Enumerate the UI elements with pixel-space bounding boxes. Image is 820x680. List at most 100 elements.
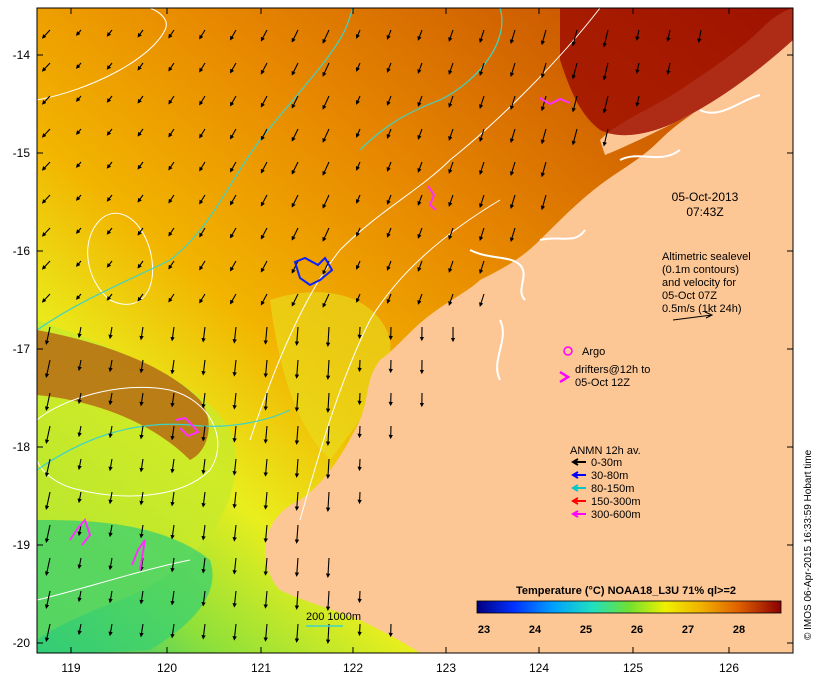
velocity-arrow xyxy=(199,128,206,139)
velocity-arrow xyxy=(448,95,454,108)
velocity-arrow xyxy=(571,62,578,80)
velocity-arrow xyxy=(139,359,144,374)
velocity-arrow xyxy=(232,491,237,509)
velocity-arrow xyxy=(448,29,454,42)
velocity-arrow xyxy=(417,260,423,272)
velocity-arrow xyxy=(322,29,330,44)
isobath-1000m xyxy=(36,409,291,471)
velocity-arrow xyxy=(291,62,299,76)
time-label: 07:43Z xyxy=(686,205,723,219)
velocity-arrow xyxy=(201,623,206,640)
velocity-arrow xyxy=(108,326,113,340)
colorbar-tick-label: 24 xyxy=(529,624,542,636)
colorbar-tick-label: 27 xyxy=(682,624,694,636)
velocity-arrow xyxy=(260,62,268,75)
velocity-arrow xyxy=(540,62,547,79)
y-tick-label: -20 xyxy=(13,636,31,650)
velocity-arrow xyxy=(75,161,82,168)
anmn-arrowhead-icon xyxy=(571,484,579,492)
velocity-arrow xyxy=(448,260,454,273)
velocity-arrow xyxy=(41,260,51,270)
velocity-arrow xyxy=(137,293,144,302)
velocity-arrow xyxy=(325,326,331,348)
velocity-arrow xyxy=(137,95,144,104)
anmn-legend: ANMN 12h av. 0-30m30-80m80-150m150-300m3… xyxy=(570,445,641,521)
velocity-arrow xyxy=(417,227,423,239)
velocity-arrow xyxy=(509,62,516,78)
velocity-arrow xyxy=(230,260,237,272)
velocity-arrow xyxy=(75,128,82,135)
velocity-arrow xyxy=(325,557,331,579)
velocity-arrow xyxy=(263,458,268,477)
velocity-arrow xyxy=(635,62,640,74)
velocity-arrow xyxy=(108,590,113,604)
velocity-arrow xyxy=(77,392,82,405)
velocity-arrow xyxy=(199,227,206,238)
velocity-arrow xyxy=(230,194,237,206)
altimetry-line4: 05-Oct 07Z xyxy=(662,290,717,302)
velocity-arrow xyxy=(260,293,268,306)
velocity-arrow xyxy=(201,590,206,607)
anmn-arrowhead-icon xyxy=(571,471,579,479)
velocity-arrow xyxy=(294,458,300,478)
velocity-arrow xyxy=(230,293,237,305)
velocity-arrow xyxy=(355,29,361,39)
velocity-arrow xyxy=(294,557,300,577)
velocity-arrow xyxy=(106,260,113,268)
velocity-arrow xyxy=(509,194,516,210)
velocity-arrow xyxy=(322,95,330,110)
velocity-arrow xyxy=(325,425,331,447)
anmn-arrowhead-icon xyxy=(571,510,579,518)
velocity-arrow xyxy=(139,524,144,539)
velocity-arrow xyxy=(77,557,82,570)
sealevel-contours xyxy=(36,7,601,601)
velocity-arrow xyxy=(77,623,82,636)
velocity-arrow xyxy=(201,326,206,343)
velocity-arrow xyxy=(540,194,547,211)
velocity-arrow xyxy=(230,95,237,107)
velocity-arrow xyxy=(602,62,609,81)
argo-drifter-legend: Argo drifters@12h to 05-Oct 12Z xyxy=(559,346,650,389)
velocity-arrow xyxy=(291,29,299,43)
velocity-arrow xyxy=(168,128,175,138)
velocity-arrow xyxy=(540,95,547,112)
velocity-arrow xyxy=(77,458,82,471)
velocity-arrow xyxy=(139,392,144,407)
velocity-arrow xyxy=(263,359,268,378)
velocity-arrow xyxy=(355,194,361,204)
velocity-arrow xyxy=(137,194,144,203)
velocity-arrow xyxy=(137,128,144,137)
velocity-arrow xyxy=(260,128,268,141)
velocity-arrow xyxy=(199,161,206,172)
velocity-arrow xyxy=(170,359,175,375)
velocity-arrow xyxy=(139,623,144,638)
velocity-arrow xyxy=(417,29,423,41)
y-tick-label: -15 xyxy=(13,146,31,160)
isobath-label: 200 1000m xyxy=(306,611,361,623)
velocity-arrow xyxy=(41,227,51,237)
velocity-arrow xyxy=(201,491,206,508)
velocity-arrow xyxy=(386,293,392,304)
velocity-arrow xyxy=(509,227,516,243)
velocity-arrow xyxy=(77,524,82,537)
velocity-arrow xyxy=(201,458,206,475)
anmn-item-label: 30-80m xyxy=(591,470,628,482)
velocity-arrow xyxy=(322,161,330,176)
velocity-arrow xyxy=(571,128,578,146)
velocity-arrow xyxy=(540,161,547,178)
velocity-arrow xyxy=(170,458,175,474)
velocity-arrow xyxy=(108,458,113,472)
isobath-200m-north xyxy=(359,7,503,151)
velocity-arrow xyxy=(201,392,206,409)
velocity-arrow xyxy=(386,227,392,238)
velocity-arrow xyxy=(106,227,113,235)
x-tick-label: 126 xyxy=(719,661,739,675)
velocity-arrow xyxy=(108,623,113,637)
velocity-arrow xyxy=(294,491,300,511)
velocity-arrow xyxy=(666,62,671,75)
velocity-arrow xyxy=(417,95,423,107)
velocity-arrow xyxy=(168,227,175,237)
x-tick-label: 119 xyxy=(61,661,80,675)
velocity-arrow xyxy=(232,326,237,344)
